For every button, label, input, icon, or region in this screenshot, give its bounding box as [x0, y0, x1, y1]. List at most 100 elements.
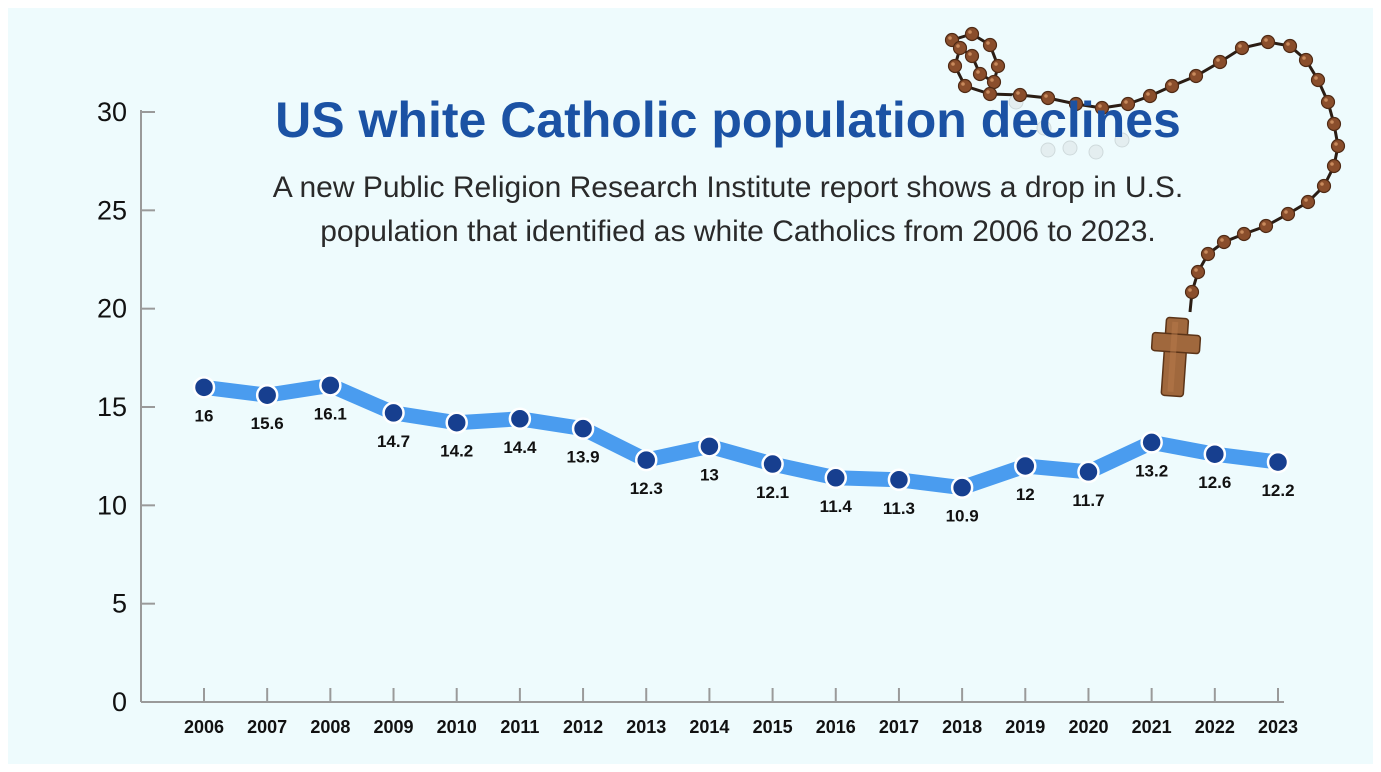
- y-axis-ticks: 0 5 10 15 20 25 30: [97, 97, 155, 717]
- rosary-bead: [1260, 34, 1276, 50]
- x-tick-label: 2020: [1068, 717, 1108, 737]
- rosary-bead: [1320, 94, 1336, 110]
- rosary-bead: [1282, 38, 1298, 54]
- rosary-bead-highlight: [976, 70, 980, 74]
- x-tick-label: 2008: [310, 717, 350, 737]
- rosary-bead-highlight: [994, 62, 998, 66]
- rosary-bead-highlight: [1072, 100, 1076, 104]
- rosary-bead: [1036, 120, 1052, 136]
- rosary-bead: [1234, 40, 1250, 56]
- rosary-bead: [947, 58, 963, 74]
- rosary-bead-highlight: [1188, 288, 1192, 292]
- rosary-bead-highlight: [1302, 56, 1306, 60]
- y-tick-label: 15: [97, 392, 127, 422]
- rosary-bead: [1316, 178, 1332, 194]
- rosary-bead-highlight: [1204, 250, 1208, 254]
- rosary-bead-highlight: [951, 62, 955, 66]
- data-point: [445, 411, 468, 434]
- data-label: 12.2: [1261, 481, 1294, 500]
- rosary-bead: [1280, 206, 1296, 222]
- rosary-bead: [990, 58, 1006, 74]
- x-tick-label: 2015: [753, 717, 793, 737]
- rosary-bead-highlight: [990, 78, 994, 82]
- x-tick-label: 2009: [374, 717, 414, 737]
- rosary-bead: [964, 26, 980, 42]
- rosary-bead: [1188, 68, 1204, 84]
- rosary-bead: [982, 37, 998, 53]
- data-label: 16: [195, 406, 214, 425]
- rosary-bead-highlight: [1330, 162, 1334, 166]
- x-tick-label: 2019: [1005, 717, 1045, 737]
- rosary-bead-highlight: [1324, 98, 1328, 102]
- y-tick-label: 25: [97, 195, 127, 225]
- data-point: [382, 401, 405, 425]
- rosary-bead-highlight: [986, 41, 990, 45]
- rosary-bead-highlight: [1314, 76, 1318, 80]
- rosary-bead-highlight: [1194, 268, 1198, 272]
- data-point: [824, 466, 848, 490]
- data-point: [1140, 431, 1163, 454]
- data-label: 12: [1016, 485, 1035, 504]
- rosary-bead: [1326, 116, 1342, 132]
- rosary-bead: [1258, 218, 1274, 234]
- data-label: 15.6: [251, 414, 284, 433]
- x-tick-label: 2007: [247, 717, 287, 737]
- data-point: [950, 476, 974, 499]
- rosary-bead: [986, 74, 1002, 90]
- data-label: 11.4: [820, 497, 853, 516]
- rosary-bead: [1040, 142, 1056, 158]
- rosary-bead-highlight: [1264, 38, 1268, 42]
- data-label: 12.3: [630, 479, 663, 498]
- data-point: [698, 435, 721, 458]
- rosary-bead-highlight: [1304, 198, 1308, 202]
- x-tick-label: 2013: [626, 717, 666, 737]
- rosary-icon: [944, 26, 1346, 398]
- data-point: [255, 383, 279, 407]
- data-label: 14.7: [377, 432, 410, 451]
- x-tick-label: 2022: [1195, 717, 1235, 737]
- rosary-bead-highlight: [1240, 230, 1244, 234]
- data-label: 13: [700, 465, 719, 484]
- rosary-bead-highlight: [961, 82, 965, 86]
- x-tick-label: 2017: [879, 717, 919, 737]
- rosary-bead-highlight: [1238, 44, 1242, 48]
- rosary-bead-highlight: [1330, 120, 1334, 124]
- rosary-bead: [1236, 226, 1252, 242]
- rosary-bead: [972, 66, 988, 82]
- x-tick-label: 2023: [1258, 717, 1298, 737]
- rosary-bead-highlight: [1124, 100, 1128, 104]
- data-series: [192, 374, 1290, 499]
- x-tick-label: 2016: [816, 717, 856, 737]
- rosary-bead: [1300, 194, 1316, 210]
- x-tick-label: 2018: [942, 717, 982, 737]
- x-tick-label: 2012: [563, 717, 603, 737]
- rosary-bead-highlight: [1334, 142, 1338, 146]
- rosary-bead-highlight: [1192, 72, 1196, 76]
- x-tick-label: 2011: [500, 717, 539, 737]
- data-labels: 16 15.6 16.1 14.7 14.2 14.4 13.9 12.3 13 12.1 11.4…: [195, 404, 1295, 525]
- series-line: [196, 377, 1286, 496]
- x-tick-label: 2021: [1132, 717, 1172, 737]
- rosary-bead-highlight: [1262, 222, 1266, 226]
- chart-subtitle-line-2: population that identified as white Cath…: [320, 215, 1156, 248]
- rosary-bead: [1184, 284, 1200, 300]
- x-tick-label: 2014: [689, 717, 729, 737]
- rosary-bead: [964, 48, 980, 64]
- chart-subtitle-line-1: A new Public Religion Research Institute…: [273, 171, 1183, 204]
- rosary-bead-highlight: [986, 90, 990, 94]
- rosary-bead: [1164, 78, 1180, 94]
- data-point: [1203, 442, 1227, 466]
- data-label: 14.4: [503, 438, 537, 457]
- rosary-bead-highlight: [1216, 58, 1220, 62]
- rosary-bead: [1212, 54, 1228, 70]
- x-axis-ticks: 2006 2007 2008 2009 2010 2011 2012 2013 2014 2015…: [184, 688, 1298, 737]
- rosary-bead: [1298, 52, 1314, 68]
- rosary-bead: [952, 40, 968, 56]
- rosary-bead-highlight: [956, 44, 960, 48]
- data-point: [634, 448, 658, 472]
- rosary-bead-highlight: [1220, 238, 1224, 242]
- x-tick-label: 2006: [184, 717, 224, 737]
- y-tick-label: 0: [112, 687, 127, 717]
